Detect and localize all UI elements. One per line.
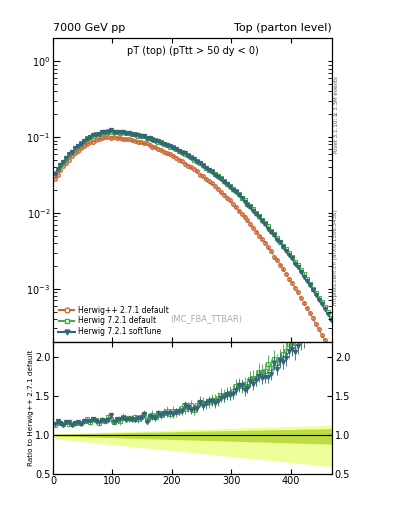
Text: Top (parton level): Top (parton level) xyxy=(234,23,332,33)
Text: pT (top) (pTtt > 50 dy < 0): pT (top) (pTtt > 50 dy < 0) xyxy=(127,46,259,56)
Text: 7000 GeV pp: 7000 GeV pp xyxy=(53,23,125,33)
Y-axis label: Ratio to Herwig++ 2.7.1 default: Ratio to Herwig++ 2.7.1 default xyxy=(28,350,33,466)
Text: (MC_FBA_TTBAR): (MC_FBA_TTBAR) xyxy=(171,314,242,324)
Text: Rivet 3.1.10; ≥ 3.3M events: Rivet 3.1.10; ≥ 3.3M events xyxy=(334,76,338,153)
Legend: Herwig++ 2.7.1 default, Herwig 7.2.1 default, Herwig 7.2.1 softTune: Herwig++ 2.7.1 default, Herwig 7.2.1 def… xyxy=(57,304,171,338)
Text: mcplots.cern.ch [arXiv:1306.3436]: mcplots.cern.ch [arXiv:1306.3436] xyxy=(334,209,338,305)
